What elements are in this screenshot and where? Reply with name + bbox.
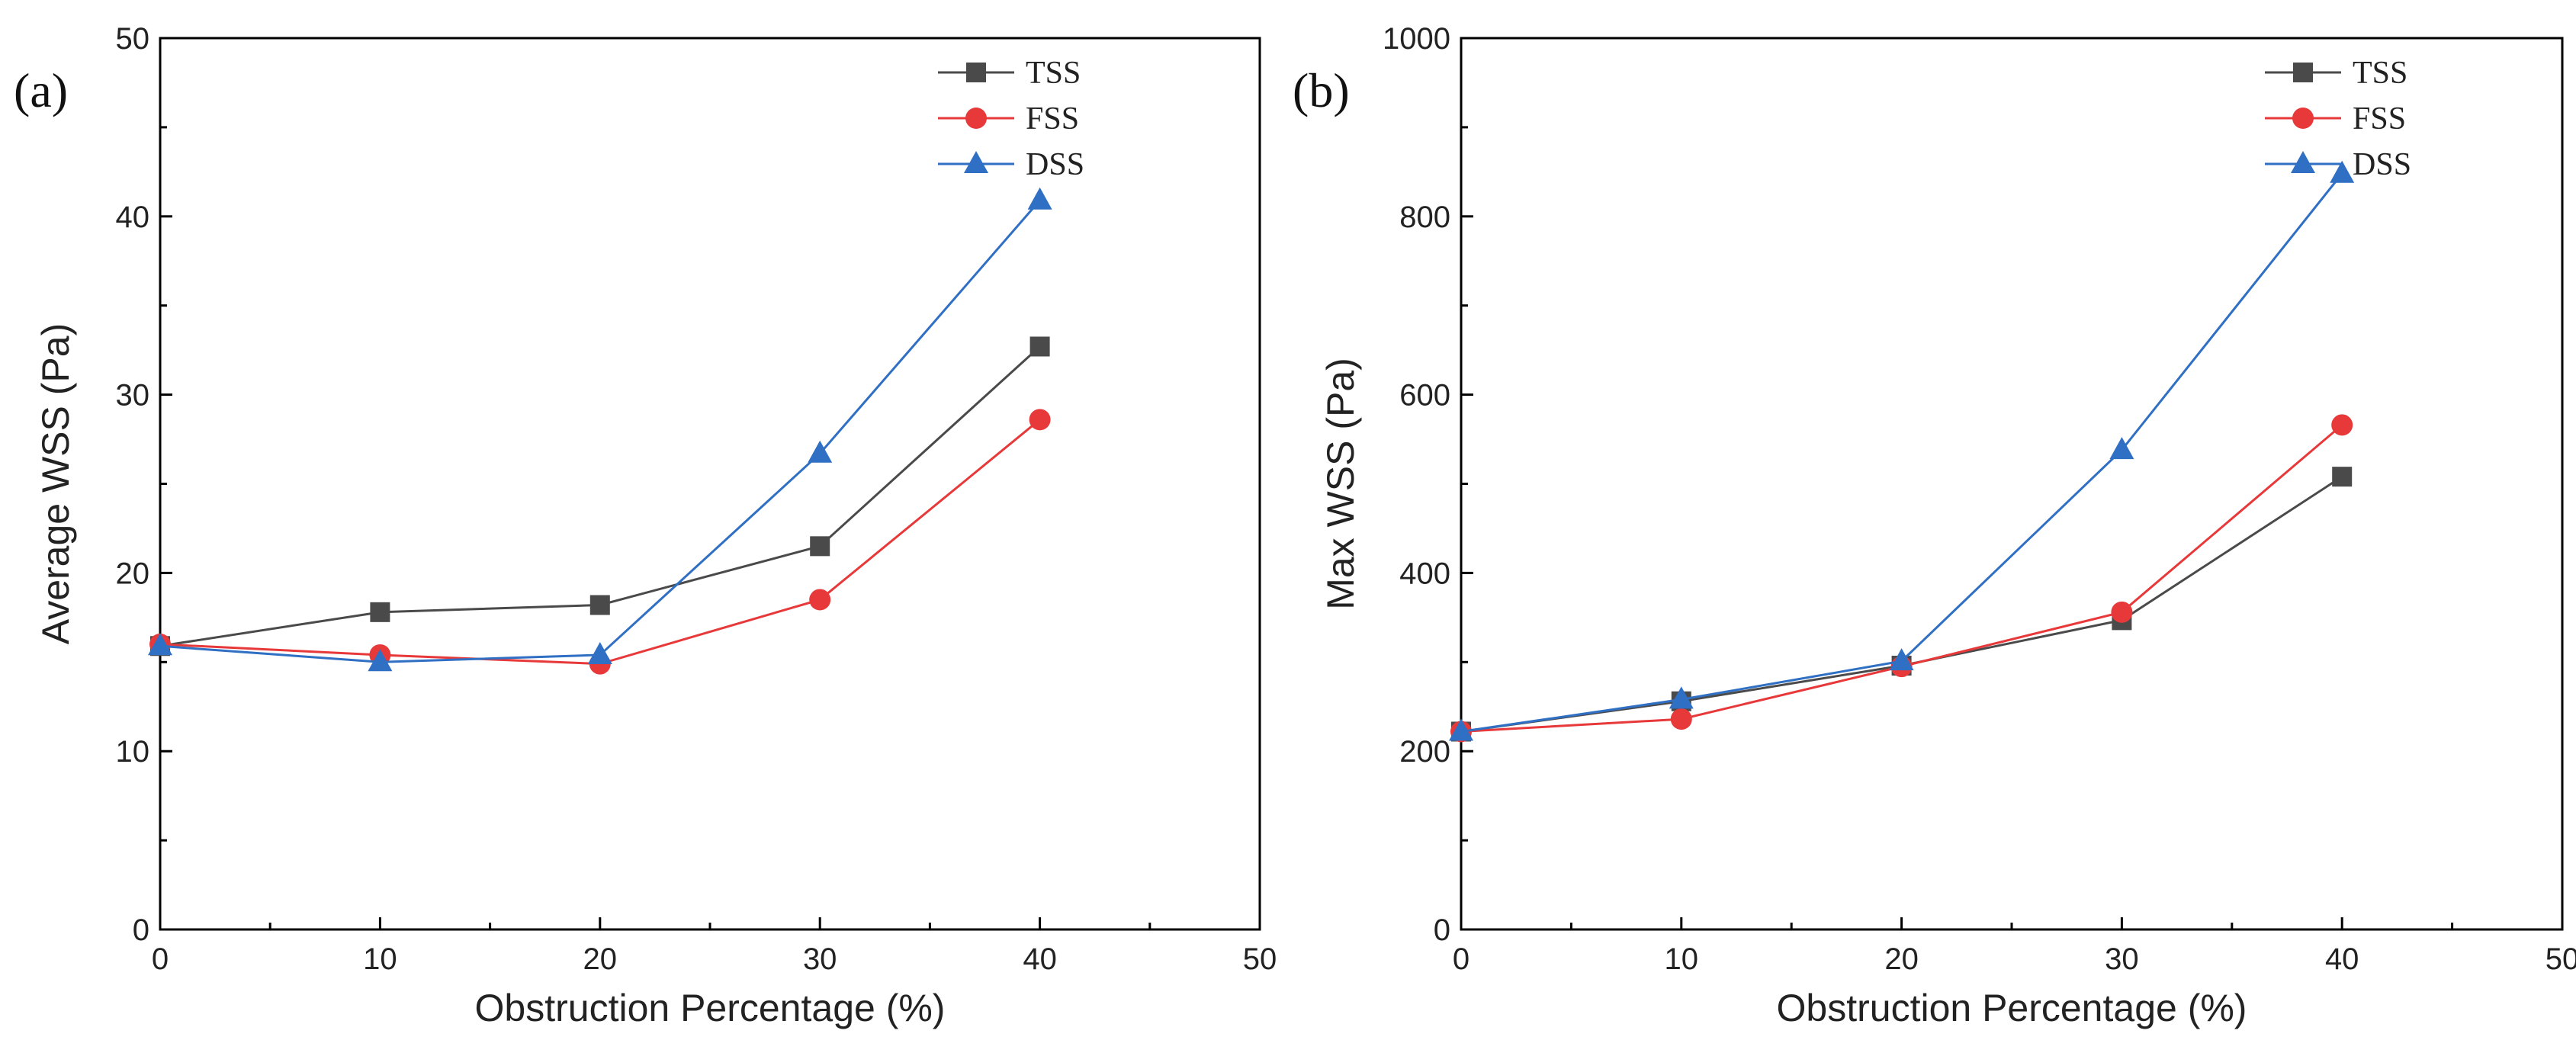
data-point-dss xyxy=(1449,718,1473,741)
series-line-tss xyxy=(1460,475,2343,733)
y-tick-label: 40 xyxy=(116,201,150,234)
legend-marker-fss xyxy=(2292,108,2314,129)
data-point-dss xyxy=(368,649,393,672)
legend-marker-fss xyxy=(965,108,987,129)
panel-b-chart: 0 10 20 30 40 50 0 200 400 600 800 1000 Obstruction … xyxy=(1293,22,2576,1029)
series-tss xyxy=(1451,467,2353,742)
series-tss xyxy=(150,336,1050,657)
y-axis-label: Max WSS (Pa) xyxy=(1319,358,1362,610)
y-tick-label: 800 xyxy=(1399,201,1450,234)
x-tick-label: 20 xyxy=(1884,942,1919,976)
x-tick-label: 10 xyxy=(1665,942,1699,976)
series-dss xyxy=(148,187,1052,672)
x-tick-label: 0 xyxy=(152,942,169,976)
legend-marker-tss xyxy=(2293,63,2313,82)
x-tick-label: 20 xyxy=(583,942,618,976)
data-point-dss xyxy=(2109,437,2134,460)
legend-marker-dss xyxy=(964,151,988,173)
data-point-fss xyxy=(1670,708,1692,730)
legend-label-fss: FSS xyxy=(2353,101,2406,136)
legend-label-tss: TSS xyxy=(1026,56,1081,91)
x-axis-label: Obstruction Percentage (%) xyxy=(1777,987,2247,1029)
data-point-fss xyxy=(1029,409,1051,431)
x-tick-label: 40 xyxy=(1023,942,1057,976)
x-tick-label: 30 xyxy=(2105,942,2139,976)
y-tick-label: 50 xyxy=(116,22,150,56)
legend-marker-dss xyxy=(2291,151,2315,173)
data-point-tss xyxy=(589,595,610,615)
legend: TSS FSS DSS xyxy=(938,56,1084,182)
data-point-dss xyxy=(1669,686,1694,709)
x-tick-label: 10 xyxy=(363,942,397,976)
data-point-dss xyxy=(148,633,172,656)
y-tick-label: 30 xyxy=(116,379,150,413)
x-axis-label: Obstruction Percentage (%) xyxy=(475,987,946,1029)
y-axis-label: Average WSS (Pa) xyxy=(34,323,77,644)
series-dss xyxy=(1449,160,2355,741)
data-point-fss xyxy=(2331,414,2353,436)
panel-a-chart: 0 10 20 30 40 50 0 10 20 30 40 50 Obstruction Percen… xyxy=(14,22,1277,1029)
data-point-dss xyxy=(808,440,833,463)
series-fss xyxy=(149,409,1051,675)
plot-frame xyxy=(159,37,1261,931)
series-line-dss xyxy=(159,199,1041,663)
x-tick-label: 50 xyxy=(1243,942,1277,976)
x-tick-label: 30 xyxy=(803,942,837,976)
legend-marker-tss xyxy=(966,63,986,82)
data-point-fss xyxy=(809,589,831,611)
y-tick-label: 200 xyxy=(1399,735,1450,769)
x-tick-label: 0 xyxy=(1453,942,1469,976)
legend: TSS FSS DSS xyxy=(2265,56,2411,182)
data-point-tss xyxy=(370,602,390,622)
legend-label-fss: FSS xyxy=(1026,101,1079,136)
data-point-dss xyxy=(587,641,612,664)
data-point-dss xyxy=(1027,187,1052,210)
data-point-fss xyxy=(2111,601,2133,623)
series-line-dss xyxy=(1460,172,2343,733)
y-tick-label: 20 xyxy=(116,557,150,590)
panel-label: (a) xyxy=(14,63,68,117)
data-point-dss xyxy=(1889,648,1914,671)
data-point-dss xyxy=(2330,160,2355,183)
y-tick-label: 10 xyxy=(116,735,150,769)
legend-label-tss: TSS xyxy=(2353,56,2407,91)
legend-label-dss: DSS xyxy=(1026,147,1084,182)
series-line-fss xyxy=(159,419,1041,666)
data-point-tss xyxy=(810,536,830,557)
y-tick-label: 0 xyxy=(133,913,149,947)
y-tick-label: 400 xyxy=(1399,557,1450,590)
panel-label: (b) xyxy=(1293,63,1350,117)
data-point-tss xyxy=(2332,467,2353,487)
series-line-fss xyxy=(1460,424,2343,733)
y-tick-label: 1000 xyxy=(1383,22,1450,56)
y-tick-label: 0 xyxy=(1434,913,1450,947)
legend-label-dss: DSS xyxy=(2353,147,2411,182)
x-tick-label: 50 xyxy=(2545,942,2576,976)
series-fss xyxy=(1450,414,2353,743)
x-tick-label: 40 xyxy=(2325,942,2359,976)
data-point-tss xyxy=(1029,336,1050,357)
y-tick-label: 600 xyxy=(1399,379,1450,413)
